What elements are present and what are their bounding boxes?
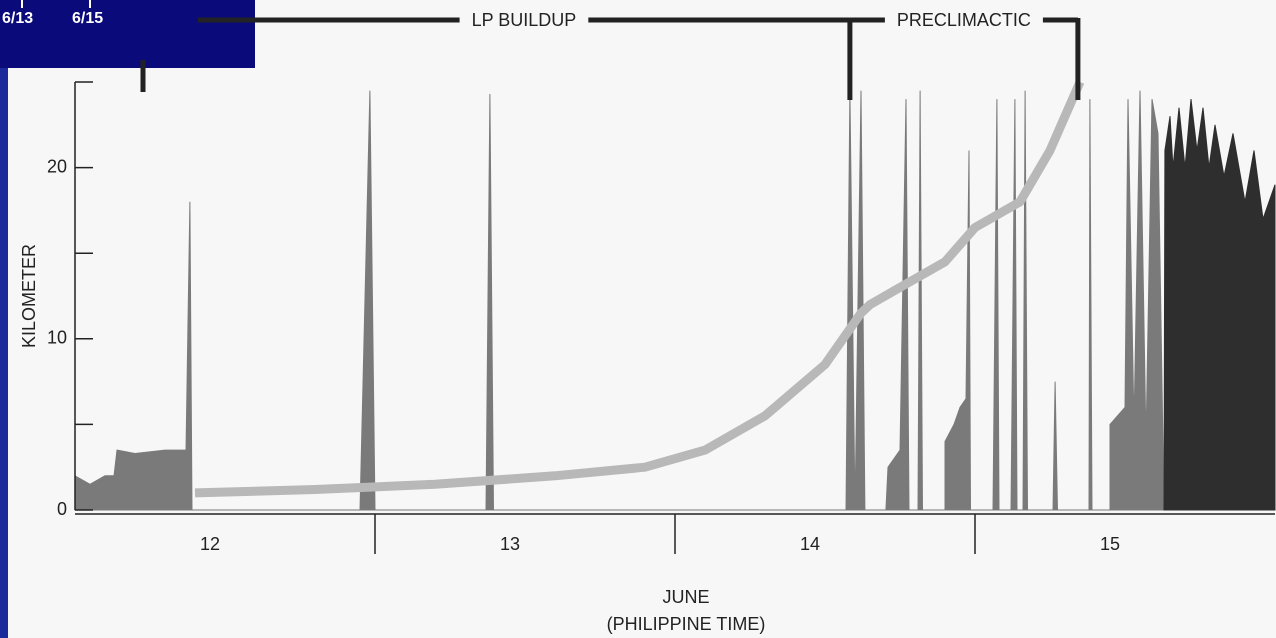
- x-tick-label: 14: [800, 534, 820, 554]
- page: 6/13 6/15 KILOMETER JUNE (PHILIPPINE TIM…: [0, 0, 1276, 638]
- y-tick-label: 0: [57, 499, 67, 519]
- inset-background: [0, 0, 255, 68]
- x-axis-label: JUNE: [662, 587, 709, 607]
- inset-label: 6/15: [72, 10, 103, 27]
- y-tick-label: 10: [47, 328, 67, 348]
- y-axis-label: KILOMETER: [19, 244, 39, 348]
- inset-box: 6/13 6/15: [0, 0, 255, 68]
- x-tick-label: 13: [500, 534, 520, 554]
- paper: [0, 0, 1276, 638]
- side-strip: [0, 0, 8, 638]
- phase-label: LP BUILDUP: [472, 10, 577, 30]
- x-tick-label: 15: [1100, 534, 1120, 554]
- y-tick-label: 20: [47, 156, 67, 176]
- phase-label: PRECLIMACTIC: [897, 10, 1031, 30]
- chart: 6/13 6/15 KILOMETER JUNE (PHILIPPINE TIM…: [0, 0, 1276, 638]
- x-tick-label: 12: [200, 534, 220, 554]
- inset-label: 6/13: [2, 10, 33, 27]
- x-axis-sublabel: (PHILIPPINE TIME): [607, 614, 766, 634]
